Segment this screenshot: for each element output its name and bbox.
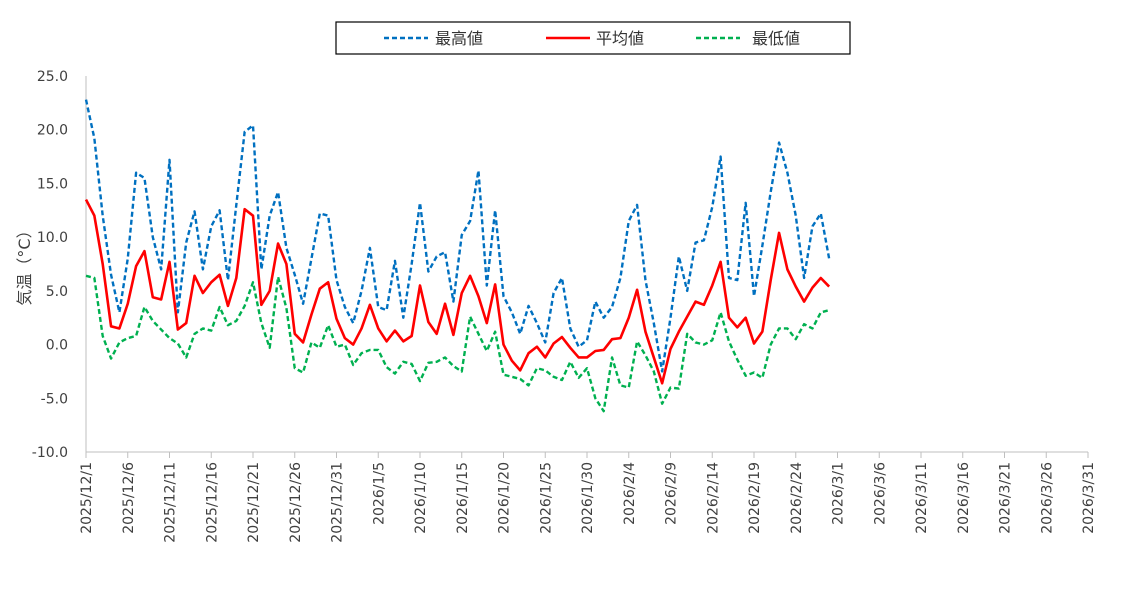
x-tick-label: 2026/1/20 xyxy=(497,462,513,534)
legend-label-2: 最低値 xyxy=(752,29,800,48)
y-tick-label: 10.0 xyxy=(37,230,68,246)
y-tick-label: 5.0 xyxy=(46,284,68,300)
x-axis-ticks: 2025/12/1 2025/12/6 2025/12/11 2025/12/16 20… xyxy=(79,462,1097,543)
x-tick-label: 2026/2/4 xyxy=(622,462,638,525)
y-tick-label: -5.0 xyxy=(41,391,68,407)
x-tick-label: 2026/3/26 xyxy=(1039,462,1055,534)
series-line-0 xyxy=(84,99,831,373)
y-tick-label: 20.0 xyxy=(37,123,68,139)
x-tick-label: 2025/12/6 xyxy=(121,462,137,534)
x-tick-label: 2026/2/19 xyxy=(747,462,763,534)
x-tick-label: 2026/2/14 xyxy=(705,462,721,534)
legend: 最高値 平均値 最低値 xyxy=(335,21,851,55)
y-tick-label: 15.0 xyxy=(37,176,68,192)
x-tick-label: 2026/3/6 xyxy=(872,462,888,525)
legend-label-0: 最高値 xyxy=(435,29,483,48)
x-tick-label: 2025/12/1 xyxy=(79,462,95,534)
x-tick-label: 2026/1/25 xyxy=(538,462,554,534)
y-axis-label: 気温（°C） xyxy=(15,222,34,305)
y-tick-label: -10.0 xyxy=(32,445,68,461)
y-tick-label: 25.0 xyxy=(37,69,68,85)
x-tick-label: 2025/12/11 xyxy=(163,462,179,543)
x-tick-label: 2025/12/21 xyxy=(246,462,262,543)
axes xyxy=(85,76,1089,458)
x-tick-label: 2026/1/30 xyxy=(580,462,596,534)
series-line-2 xyxy=(85,274,830,413)
x-tick-label: 2026/3/1 xyxy=(831,462,847,525)
y-axis-ticks: 25.0 20.0 15.0 10.0 5.0 0.0 -5.0 -10.0 xyxy=(32,69,68,461)
x-tick-label: 2026/2/24 xyxy=(789,462,805,534)
x-tick-label: 2025/12/26 xyxy=(288,462,304,543)
x-tick-label: 2026/1/5 xyxy=(371,462,387,525)
x-tick-label: 2026/3/21 xyxy=(998,462,1014,534)
legend-box xyxy=(335,21,851,55)
x-tick-label: 2026/3/31 xyxy=(1081,462,1097,534)
x-tick-label: 2026/3/16 xyxy=(956,462,972,534)
series-line-1 xyxy=(84,198,831,385)
x-tick-label: 2026/1/10 xyxy=(413,462,429,534)
x-tick-label: 2026/1/15 xyxy=(455,462,471,534)
x-tick-label: 2026/2/9 xyxy=(664,462,680,525)
x-tick-label: 2026/3/11 xyxy=(914,462,930,534)
x-tick-label: 2025/12/31 xyxy=(330,462,346,543)
x-tick-label: 2025/12/16 xyxy=(204,462,220,543)
series-group xyxy=(84,99,831,413)
y-tick-label: 0.0 xyxy=(46,338,68,354)
legend-label-1: 平均値 xyxy=(596,29,644,48)
